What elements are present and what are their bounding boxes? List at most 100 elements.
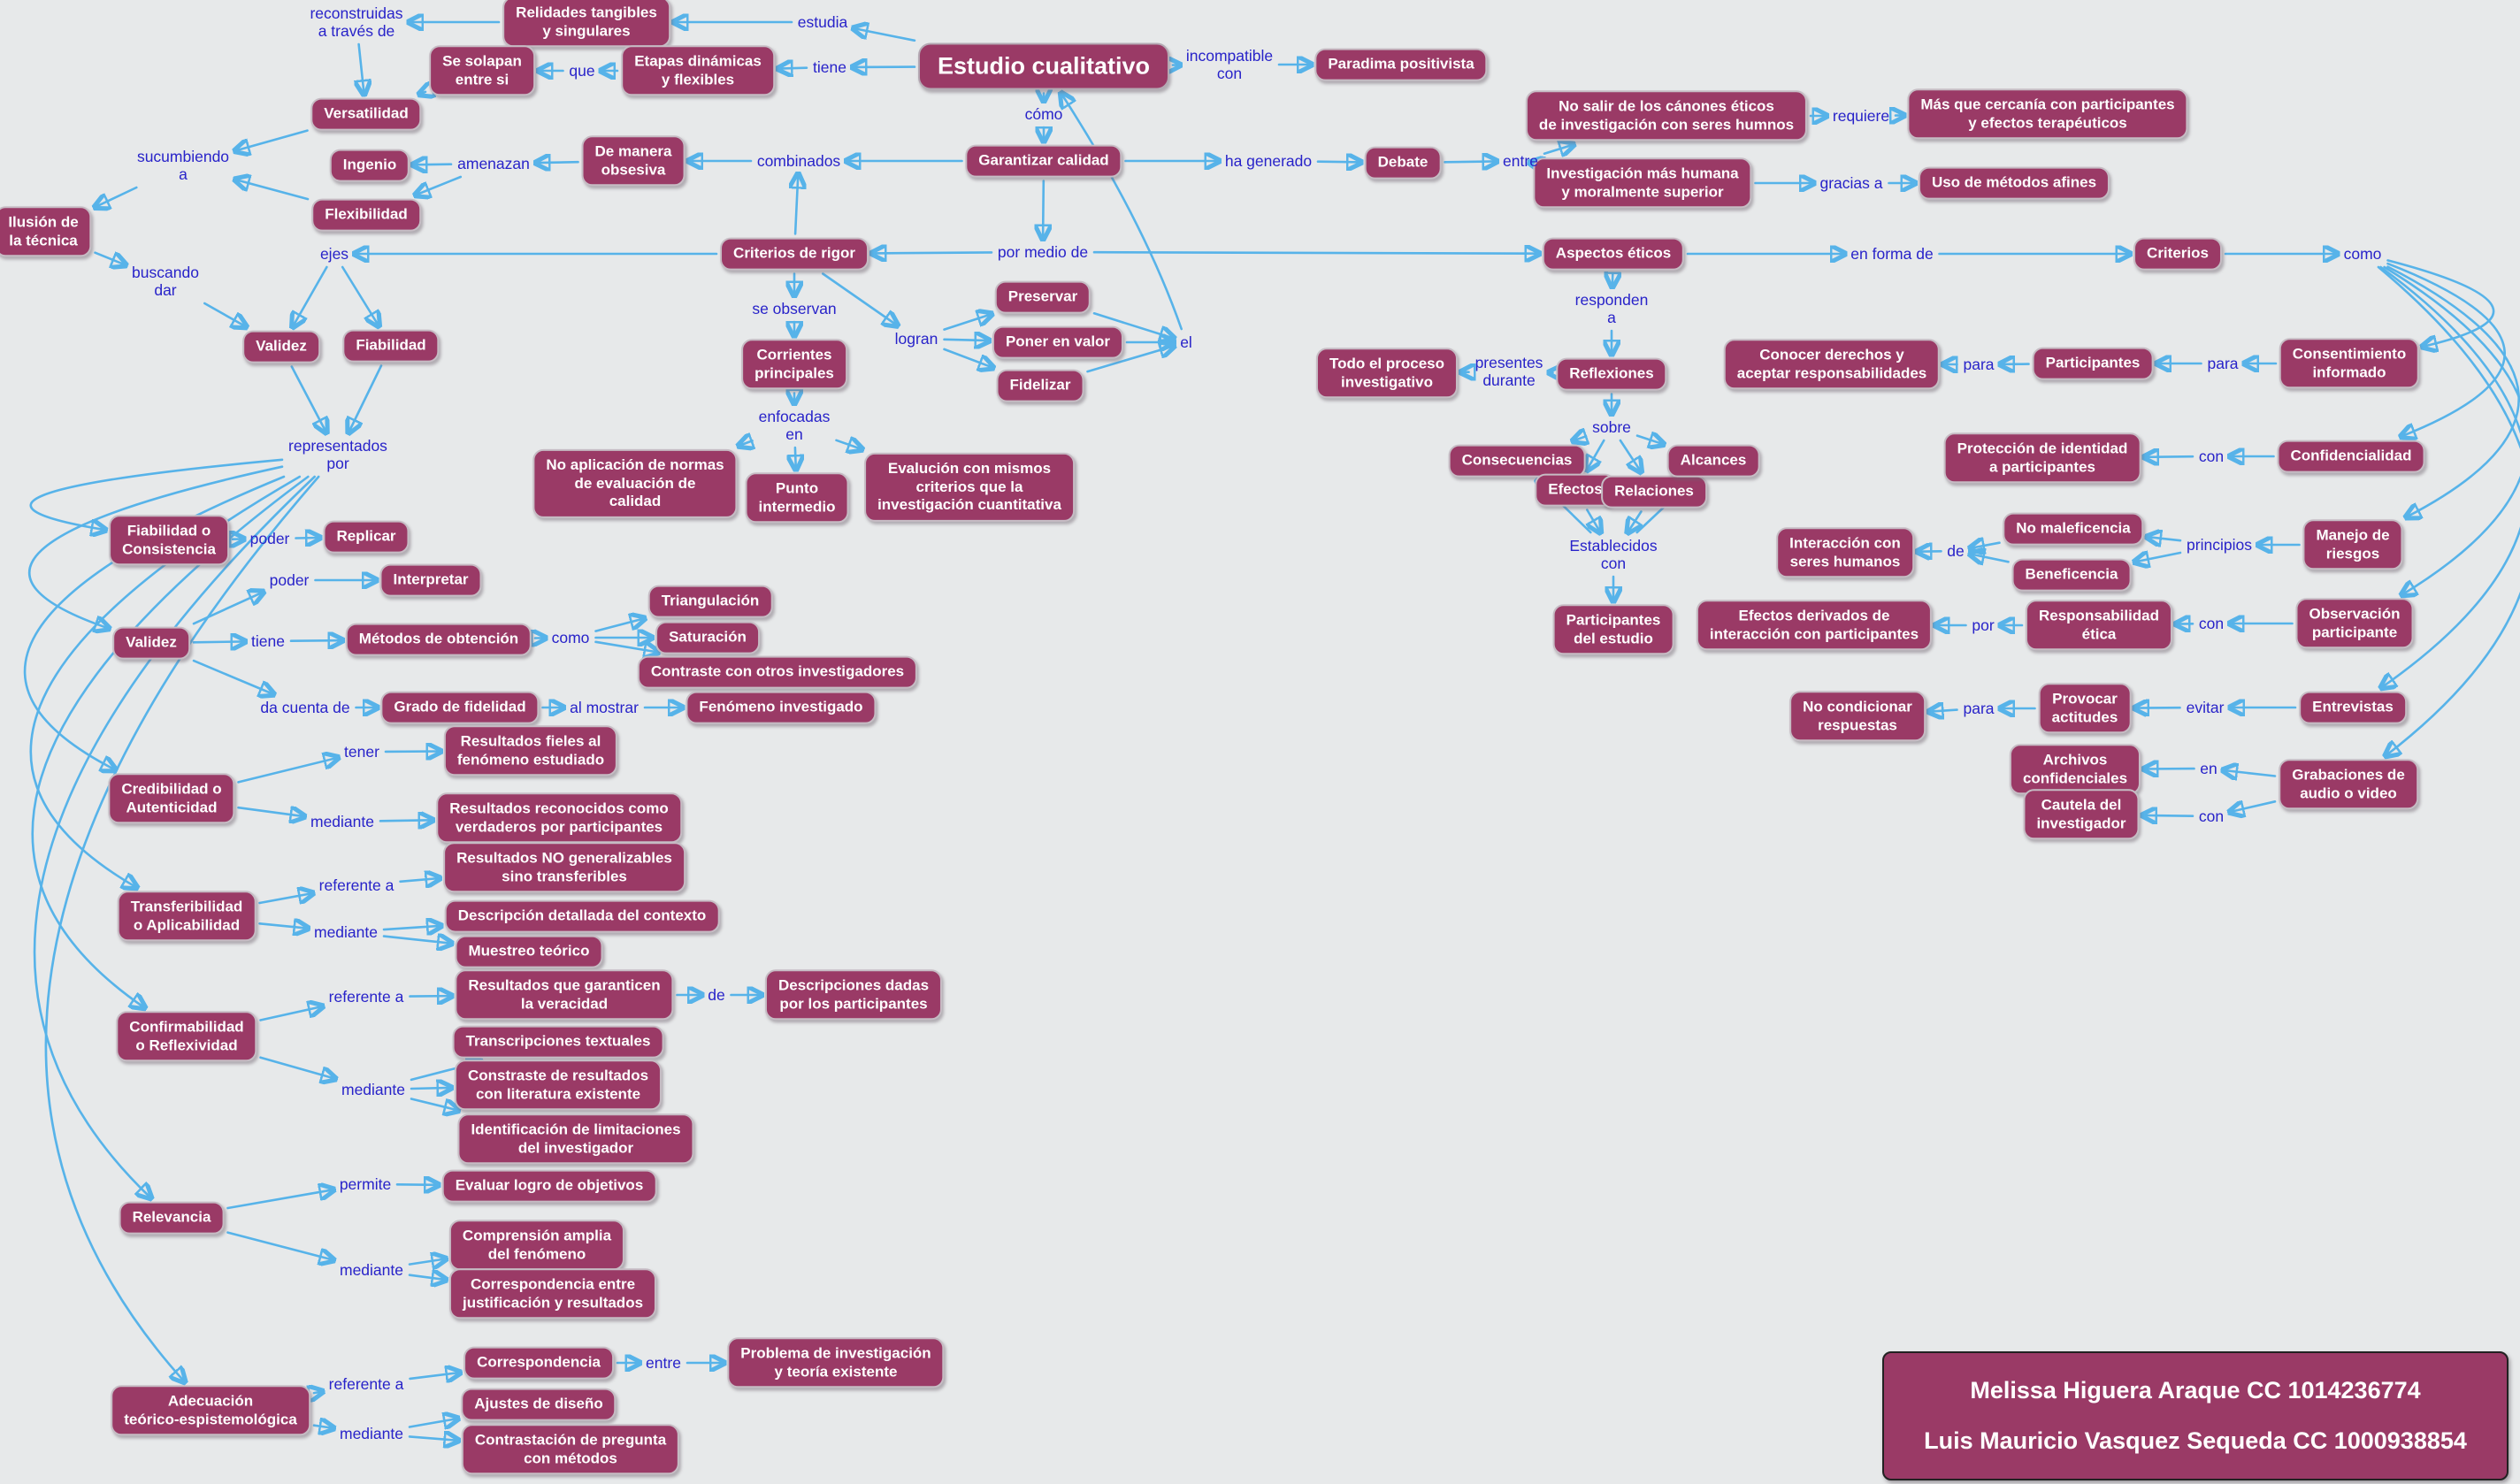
link-label-enforma[interactable]: en forma de (1850, 244, 1934, 263)
concept-node-todoproceso[interactable]: Todo el proceso investigativo (1315, 348, 1459, 399)
link-label-entre1[interactable]: entre (1503, 151, 1538, 170)
concept-node-conocer[interactable]: Conocer derechos y aceptar responsabilid… (1723, 339, 1941, 390)
link-label-principios[interactable]: principios (2187, 535, 2252, 554)
link-label-pormedio[interactable]: por medio de (997, 242, 1089, 261)
concept-node-responsabilidad[interactable]: Responsabilidad ética (2025, 600, 2173, 651)
concept-node-mascercania[interactable]: Más que cercanía con participantes y efe… (1907, 88, 2188, 140)
concept-node-relidades[interactable]: Relidades tangibles y singulares (502, 0, 670, 48)
link-label-reconstruidas[interactable]: reconstruidas a través de (310, 4, 403, 40)
concept-node-aspectos[interactable]: Aspectos éticos (1542, 237, 1685, 271)
concept-node-interaccion[interactable]: Interacción con seres humanos (1776, 527, 1914, 578)
concept-node-gradofidelidad[interactable]: Grado de fidelidad (380, 691, 540, 724)
concept-node-fenomeno[interactable]: Fenómeno investigado (686, 691, 877, 724)
concept-node-observacion[interactable]: Observación participante (2295, 598, 2414, 649)
concept-node-provocar[interactable]: Provocar actitudes (2038, 683, 2132, 734)
concept-node-validez2[interactable]: Validez (112, 626, 190, 660)
link-label-logran[interactable]: logran (894, 329, 938, 348)
link-label-requiere[interactable]: requiere (1832, 106, 1890, 125)
link-label-mediante4[interactable]: mediante (340, 1260, 403, 1279)
link-label-como1[interactable]: cómo (1024, 104, 1063, 123)
concept-node-saturacion[interactable]: Saturación (655, 621, 760, 654)
link-label-amenazan[interactable]: amenazan (457, 154, 530, 172)
link-label-representados[interactable]: representados por (288, 436, 387, 472)
concept-node-resgaranticen[interactable]: Resultados que garanticen la veracidad (455, 969, 674, 1021)
concept-node-evaluar[interactable]: Evaluar logro de objetivos (441, 1169, 657, 1203)
link-label-poder1[interactable]: poder (249, 529, 290, 547)
concept-node-demanera[interactable]: De manera obsesiva (581, 135, 686, 187)
link-label-como3[interactable]: como (551, 628, 590, 646)
concept-node-credibilidad[interactable]: Credibilidad o Autenticidad (108, 773, 235, 824)
concept-node-resreconocidos[interactable]: Resultados reconocidos como verdaderos p… (436, 792, 682, 844)
concept-node-comprension[interactable]: Comprensión amplia del fenómeno (448, 1220, 625, 1271)
link-label-referentea3[interactable]: referente a (328, 1374, 404, 1393)
concept-node-metodos[interactable]: Métodos de obtención (345, 623, 532, 656)
link-label-que[interactable]: que (569, 61, 595, 80)
concept-node-estudio[interactable]: Estudio cualitativo (917, 42, 1170, 90)
concept-node-usometodos[interactable]: Uso de métodos afines (1918, 166, 2110, 200)
link-label-por1[interactable]: por (1972, 616, 1995, 634)
concept-node-confidencialidad[interactable]: Confidencialidad (2277, 440, 2425, 473)
link-label-en1[interactable]: en (2200, 759, 2217, 777)
link-label-poder2[interactable]: poder (269, 570, 310, 589)
concept-node-criterios2[interactable]: Criterios (2133, 237, 2222, 271)
link-label-para1[interactable]: para (1963, 355, 1995, 373)
link-label-seobservan[interactable]: se observan (752, 299, 837, 317)
link-label-tiene1[interactable]: tiene (813, 57, 846, 76)
concept-node-adecuacion[interactable]: Adecuación teórico-espistemológica (111, 1385, 310, 1436)
link-label-con1[interactable]: con (2198, 447, 2225, 465)
concept-node-correspondencia2[interactable]: Correspondencia entre justificación y re… (448, 1268, 657, 1320)
concept-node-triangulacion[interactable]: Triangulación (647, 585, 773, 618)
concept-node-fiabcons[interactable]: Fiabilidad o Consistencia (109, 515, 229, 566)
concept-node-ilusion[interactable]: Ilusión de la técnica (0, 206, 92, 257)
concept-node-correspondencia1[interactable]: Correspondencia (463, 1346, 614, 1380)
concept-node-fidelizar[interactable]: Fidelizar (996, 369, 1084, 402)
link-label-respondena[interactable]: responden a (1574, 290, 1649, 326)
link-label-establecidos[interactable]: Establecidos con (1569, 536, 1658, 572)
concept-node-muestreo[interactable]: Muestreo teórico (455, 935, 603, 968)
concept-node-criteriosrigor[interactable]: Criterios de rigor (720, 237, 869, 271)
concept-node-identificacion[interactable]: Identificación de limitaciones del inves… (457, 1113, 694, 1165)
concept-node-resno[interactable]: Resultados NO generalizables sino transf… (443, 842, 686, 893)
link-label-entre2[interactable]: entre (646, 1353, 681, 1372)
link-label-mediante1[interactable]: mediante (310, 812, 374, 830)
link-label-con3[interactable]: con (2198, 807, 2225, 825)
concept-node-corrientes[interactable]: Corrientes principales (741, 339, 847, 390)
link-label-referentea1[interactable]: referente a (318, 876, 394, 894)
concept-node-constraste2[interactable]: Constraste de resultados con literatura … (454, 1059, 663, 1111)
concept-node-confirmabilidad[interactable]: Confirmabilidad o Reflexividad (116, 1011, 257, 1062)
link-label-referentea2[interactable]: referente a (328, 987, 404, 1006)
link-label-graciasa[interactable]: gracias a (1819, 173, 1883, 192)
concept-node-evalucion[interactable]: Evalución con mismos criterios que la in… (864, 452, 1075, 523)
link-label-incompatible[interactable]: incompatible con (1185, 46, 1274, 82)
concept-node-relevancia[interactable]: Relevancia (119, 1201, 225, 1235)
concept-node-alcances[interactable]: Alcances (1666, 444, 1760, 478)
concept-node-relaciones[interactable]: Relaciones (1601, 475, 1707, 509)
concept-node-nomaleficencia[interactable]: No maleficencia (2003, 512, 2144, 546)
link-label-sucumbiendo[interactable]: sucumbiendo a (136, 147, 230, 183)
concept-node-paradima[interactable]: Paradima positivista (1314, 48, 1488, 81)
link-label-de1[interactable]: de (1947, 541, 1965, 560)
concept-node-sesolapan[interactable]: Se solapan entre si (429, 45, 535, 96)
concept-node-ingenio[interactable]: Ingenio (329, 149, 410, 182)
concept-node-manejoriesgos[interactable]: Manejo de riesgos (2302, 519, 2403, 570)
concept-node-replicar[interactable]: Replicar (323, 520, 410, 554)
concept-node-efectosderivados[interactable]: Efectos derivados de interacción con par… (1696, 600, 1933, 651)
concept-node-interpretar[interactable]: Interpretar (379, 563, 482, 597)
concept-node-participantes2[interactable]: Participantes del estudio (1552, 604, 1674, 655)
concept-node-descripciones[interactable]: Descripciones dadas por los participante… (764, 969, 943, 1021)
concept-node-entrevistas[interactable]: Entrevistas (2299, 691, 2407, 724)
link-label-almostrar[interactable]: al mostrar (570, 698, 639, 716)
link-label-presentes[interactable]: presentes durante (1474, 353, 1543, 389)
link-label-mediante3[interactable]: mediante (341, 1080, 405, 1098)
link-label-para3[interactable]: para (1963, 699, 1995, 717)
link-label-tiene2[interactable]: tiene (251, 631, 285, 650)
concept-node-beneficencia[interactable]: Beneficencia (2011, 558, 2132, 592)
link-label-con2[interactable]: con (2198, 614, 2225, 632)
concept-node-nosalir[interactable]: No salir de los cánones éticos de invest… (1525, 90, 1808, 142)
concept-node-consentimiento[interactable]: Consentimiento informado (2279, 338, 2420, 389)
link-label-ejes[interactable]: ejes (319, 244, 349, 263)
link-label-enfocadas[interactable]: enfocadas en (758, 407, 831, 443)
concept-node-garantizar[interactable]: Garantizar calidad (965, 144, 1122, 178)
concept-node-contrastacion[interactable]: Contrastación de pregunta con métodos (461, 1424, 680, 1475)
concept-node-nocondicionar[interactable]: No condicionar respuestas (1789, 691, 1926, 742)
